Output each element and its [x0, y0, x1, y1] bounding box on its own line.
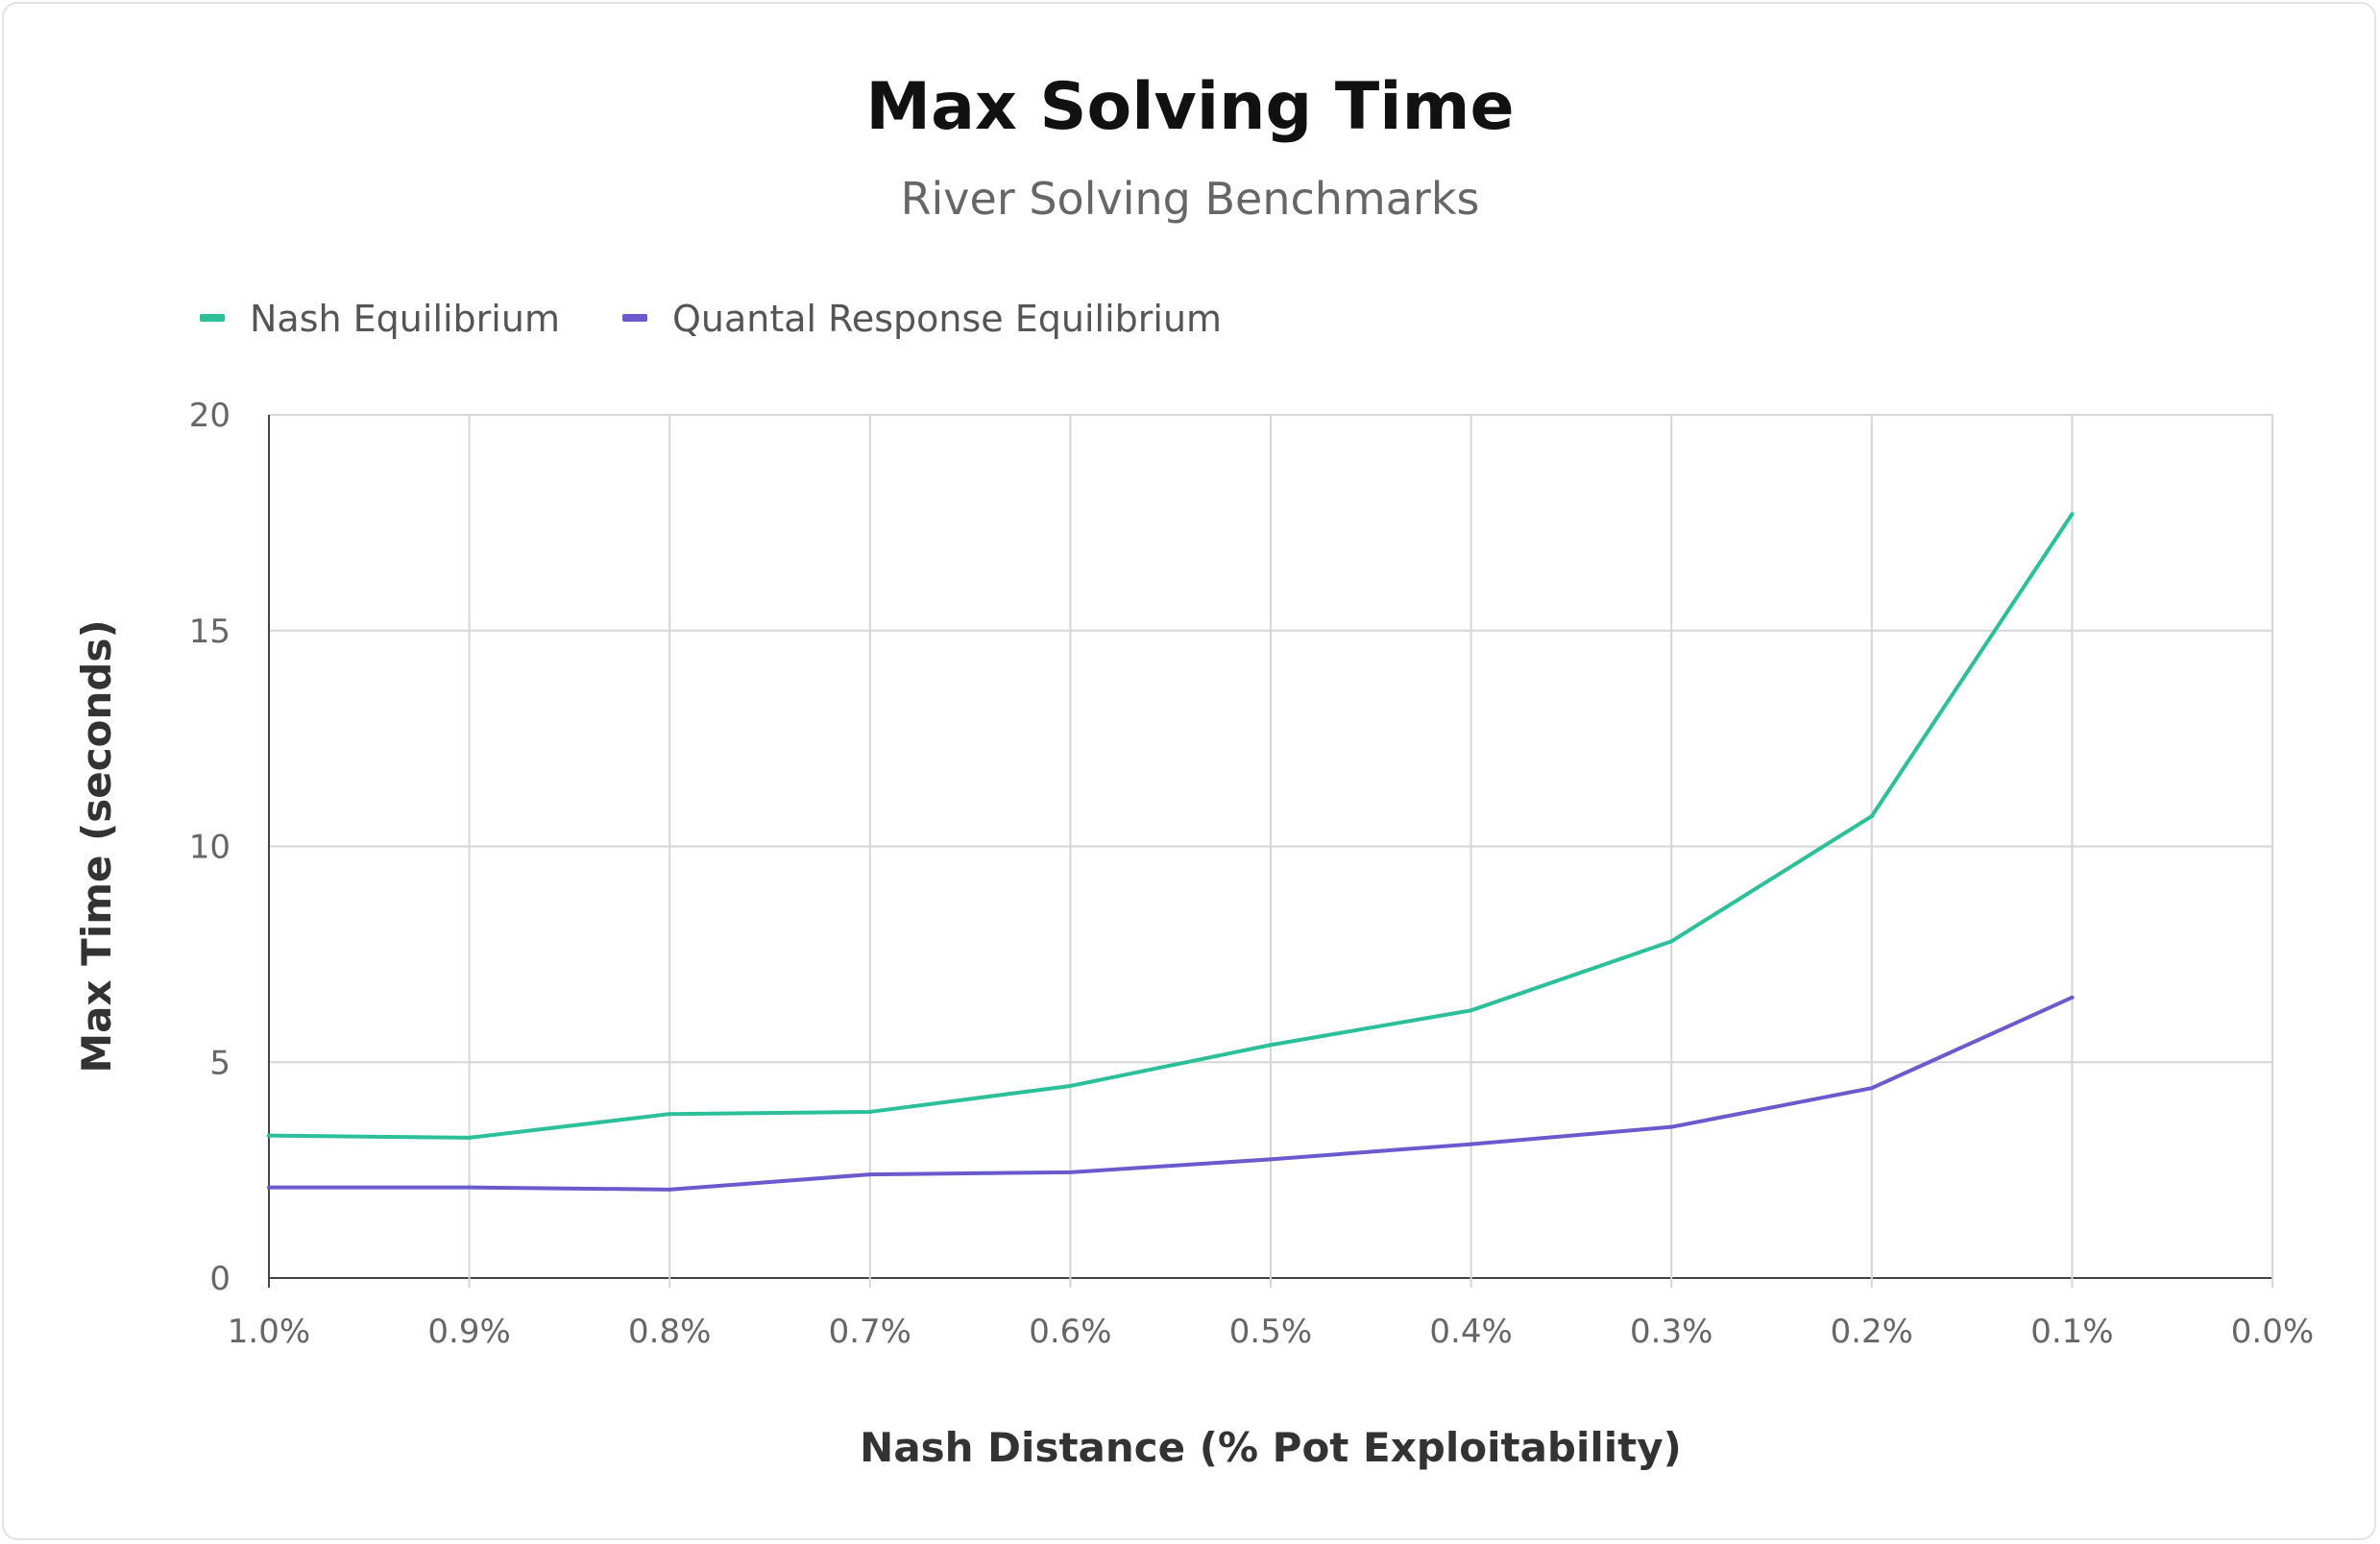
- y-tick-label: 5: [209, 1044, 231, 1082]
- y-tick-label: 15: [189, 613, 231, 651]
- x-tick-label: 0.4%: [1429, 1313, 1512, 1351]
- y-tick-label: 20: [189, 397, 231, 435]
- legend-swatch: [622, 314, 647, 322]
- y-axis-ticks: 0 5 10 15 20: [189, 397, 231, 1298]
- legend: Nash Equilibrium Quantal Response Equilib…: [200, 298, 1222, 340]
- data-point: [1469, 1008, 1473, 1013]
- x-axis-title: Nash Distance (% Pot Exploitability): [860, 1424, 1682, 1471]
- x-tick-label: 0.1%: [2030, 1313, 2113, 1351]
- data-point: [1869, 814, 1874, 819]
- y-tick-label: 0: [209, 1260, 231, 1298]
- y-axis-title: Max Time (seconds): [73, 619, 120, 1073]
- legend-swatch: [200, 314, 225, 322]
- x-tick-label: 0.6%: [1029, 1313, 1111, 1351]
- x-tick-label: 0.8%: [628, 1313, 711, 1351]
- data-point: [668, 1112, 672, 1117]
- x-tick-label: 0.9%: [427, 1313, 510, 1351]
- data-point: [1869, 1086, 1874, 1091]
- x-tick-label: 0.7%: [829, 1313, 911, 1351]
- data-point: [467, 1185, 472, 1190]
- x-axis-ticks: 1.0% 0.9% 0.8% 0.7% 0.6% 0.5% 0.4% 0.3% 0.2% 0.1%…: [228, 1313, 2314, 1351]
- data-point: [2070, 512, 2075, 517]
- x-tick-label: 0.5%: [1229, 1313, 1312, 1351]
- data-point: [1269, 1043, 1273, 1048]
- data-point: [1269, 1157, 1273, 1162]
- data-point: [867, 1172, 872, 1177]
- y-tick-label: 10: [189, 829, 231, 867]
- data-point: [2070, 995, 2075, 1000]
- data-point: [1669, 939, 1674, 944]
- data-point: [1669, 1124, 1674, 1129]
- data-point: [867, 1109, 872, 1114]
- x-tick-label: 1.0%: [228, 1313, 310, 1351]
- data-point: [267, 1133, 271, 1138]
- series-line-0: [267, 512, 2075, 1140]
- grid-lines: [268, 414, 2273, 1288]
- x-tick-label: 0.2%: [1831, 1313, 1913, 1351]
- legend-label: Quantal Response Equilibrium: [672, 298, 1222, 340]
- data-point: [1068, 1170, 1073, 1174]
- data-point: [668, 1187, 672, 1192]
- series-lines: [267, 512, 2075, 1192]
- chart-title: Max Solving Time: [865, 69, 1515, 145]
- data-point: [1068, 1083, 1073, 1088]
- x-tick-label: 0.3%: [1630, 1313, 1712, 1351]
- series-line-1: [267, 995, 2075, 1192]
- data-point: [467, 1135, 472, 1140]
- x-tick-label: 0.0%: [2231, 1313, 2314, 1351]
- legend-label: Nash Equilibrium: [250, 298, 560, 340]
- data-point: [267, 1185, 271, 1190]
- data-point: [1469, 1142, 1473, 1146]
- chart-subtitle: River Solving Benchmarks: [900, 173, 1480, 225]
